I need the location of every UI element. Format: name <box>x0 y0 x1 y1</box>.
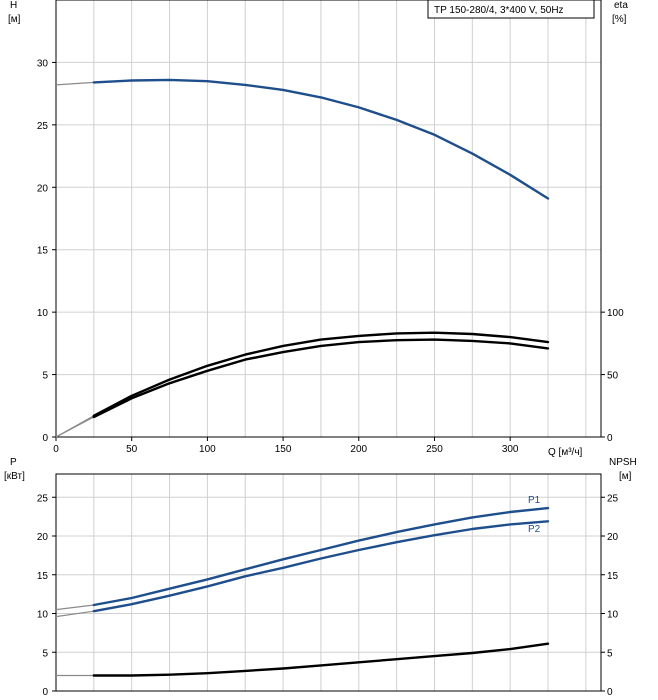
h-axis-title: H <box>10 0 17 11</box>
series-h-extension <box>55 81 94 86</box>
left-tick-label: 0 <box>42 433 48 444</box>
right-tick-label: 50 <box>607 371 619 382</box>
top-plot-frame <box>55 0 602 438</box>
x-tick-label: 50 <box>126 444 138 455</box>
right-tick-label: 15 <box>607 571 619 582</box>
top-grid <box>56 0 601 437</box>
series-p2-extension <box>55 610 94 618</box>
left-tick-label: 25 <box>37 121 49 132</box>
x-tick-label: 250 <box>426 444 443 455</box>
right-tick-label: 20 <box>607 532 619 543</box>
left-tick-label: 20 <box>37 532 49 543</box>
npsh-axis-unit: [м] <box>619 471 632 482</box>
top-x-ticks: 0 50 100 150 200 250 300 <box>53 437 519 455</box>
series-eta1-line <box>92 331 550 417</box>
series-h-line <box>92 78 550 200</box>
left-tick-label: 15 <box>37 571 49 582</box>
left-tick-label: 15 <box>37 246 49 257</box>
right-tick-label: 10 <box>607 610 619 621</box>
left-tick-label: 30 <box>37 58 49 69</box>
left-tick-label: 10 <box>37 610 49 621</box>
right-tick-label: 0 <box>607 687 613 698</box>
bottom-left-ticks: 0 5 10 15 20 25 <box>37 493 56 698</box>
left-tick-label: 0 <box>42 687 48 698</box>
series-p2-line <box>92 520 550 613</box>
x-tick-label: 200 <box>350 444 367 455</box>
npsh-axis-title: NPSH <box>609 457 637 468</box>
x-tick-label: 150 <box>275 444 292 455</box>
left-tick-label: 25 <box>37 493 49 504</box>
series-p1-line <box>92 506 550 607</box>
legend-box: TP 150-280/4, 3*400 V, 50Hz <box>427 0 595 19</box>
right-tick-label: 25 <box>607 493 619 504</box>
bottom-series <box>55 506 550 677</box>
right-tick-label: 100 <box>607 308 624 319</box>
h-axis-unit: [м] <box>8 14 21 25</box>
eta-axis-unit: [%] <box>612 14 627 25</box>
power-npsh-chart: 0 5 10 15 20 25 0 5 10 15 20 25 P [кВт] NPSH [м] P… <box>4 457 637 698</box>
left-tick-label: 5 <box>42 371 48 382</box>
top-series <box>55 78 550 438</box>
q-axis-title: Q [м³/ч] <box>548 447 583 458</box>
right-tick-label: 5 <box>607 648 613 659</box>
series-eta2-extension <box>55 416 95 438</box>
x-tick-label: 100 <box>199 444 216 455</box>
series-npsh-line <box>92 642 550 677</box>
top-right-ticks: 0 50 100 <box>601 308 624 444</box>
top-left-ticks: 0 5 10 15 20 25 30 <box>37 58 56 444</box>
eta-axis-title: eta <box>614 0 628 11</box>
bottom-grid <box>56 474 601 691</box>
legend-text: TP 150-280/4, 3*400 V, 50Hz <box>434 5 564 16</box>
left-tick-label: 20 <box>37 183 49 194</box>
p-axis-unit: [кВт] <box>4 471 25 482</box>
series-p1-extension <box>55 604 94 611</box>
p1-series-label: P1 <box>528 495 541 506</box>
x-tick-label: 0 <box>53 444 59 455</box>
x-tick-label: 300 <box>502 444 519 455</box>
p-axis-title: P <box>10 457 17 468</box>
bottom-right-ticks: 0 5 10 15 20 25 <box>601 493 619 698</box>
p2-series-label: P2 <box>528 524 541 535</box>
right-tick-label: 0 <box>607 433 613 444</box>
head-efficiency-chart: 0 50 100 150 200 250 300 0 5 10 15 20 25 30 0 50 100 H… <box>8 0 628 458</box>
left-tick-label: 5 <box>42 648 48 659</box>
bottom-plot-frame <box>55 473 602 692</box>
legend-frame <box>427 0 595 19</box>
series-eta2-line <box>92 338 550 419</box>
left-tick-label: 10 <box>37 308 49 319</box>
